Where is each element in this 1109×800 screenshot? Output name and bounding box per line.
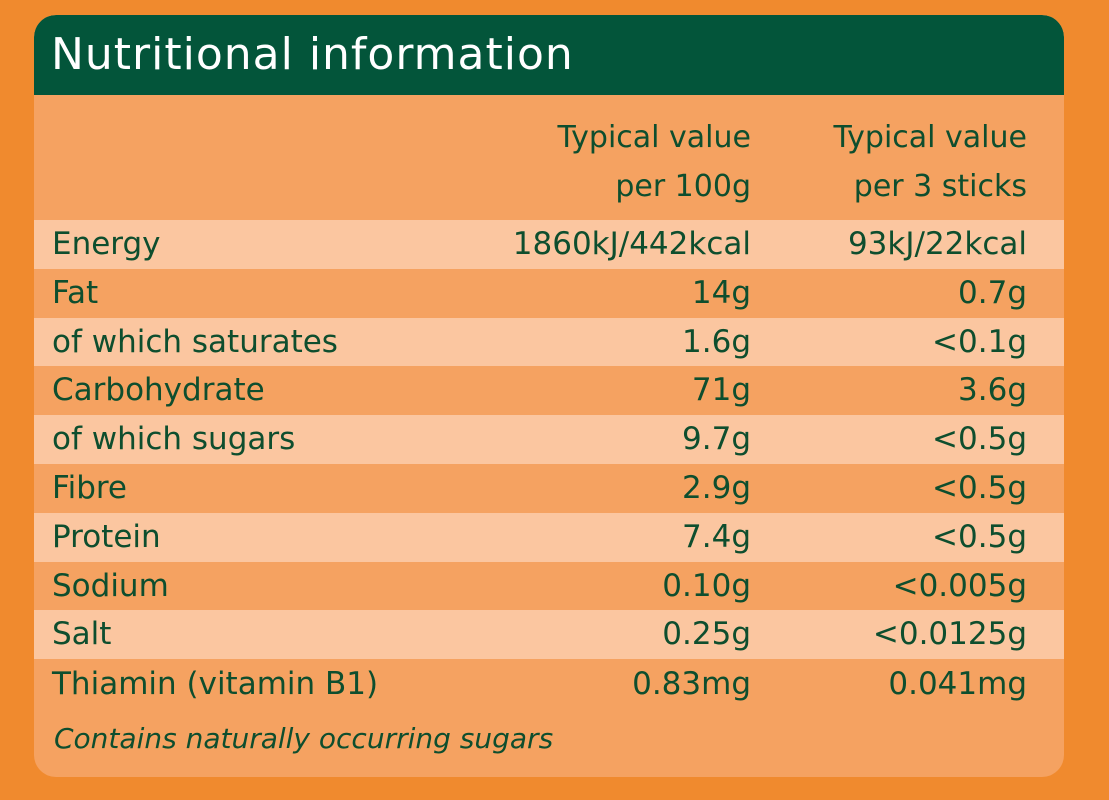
column-header-per-100g: Typical value per 100g	[558, 113, 751, 211]
row-label: Salt	[52, 616, 112, 653]
table-row-fibre: Fibre 2.9g <0.5g	[34, 463, 1064, 513]
row-value-per-serving: 3.6g	[958, 372, 1027, 409]
column-header-per-100g-line1: Typical value	[557, 120, 751, 155]
row-label: Carbohydrate	[52, 372, 265, 409]
row-label: of which saturates	[52, 323, 338, 360]
table-row-protein: Protein 7.4g <0.5g	[34, 512, 1064, 562]
row-value-per-100g: 2.9g	[682, 469, 751, 506]
row-value-per-serving: <0.005g	[892, 567, 1027, 604]
row-value-per-serving: 93kJ/22kcal	[847, 226, 1027, 262]
panel-title: Nutritional information	[51, 29, 574, 80]
row-value-per-serving: <0.0125g	[872, 616, 1027, 653]
row-value-per-serving: 0.7g	[958, 274, 1027, 311]
row-value-per-100g: 71g	[691, 372, 751, 409]
table-row-saturates: of which saturates 1.6g <0.1g	[34, 317, 1064, 367]
row-value-per-serving: <0.5g	[932, 469, 1027, 506]
row-label: Thiamin (vitamin B1)	[52, 666, 379, 703]
column-header-per-serving: Typical value per 3 sticks	[834, 113, 1027, 211]
row-value-per-serving: <0.5g	[932, 518, 1027, 555]
row-value-per-100g: 1.6g	[682, 323, 751, 360]
table-row-energy: Energy 1860kJ/442kcal 93kJ/22kcal	[34, 220, 1064, 269]
row-value-per-100g: 0.10g	[662, 567, 751, 604]
nutrition-table: Energy 1860kJ/442kcal 93kJ/22kcal Fat 14…	[34, 220, 1064, 712]
column-header-per-serving-line2: per 3 sticks	[853, 169, 1027, 204]
table-row-sugars: of which sugars 9.7g <0.5g	[34, 415, 1064, 464]
title-bar: Nutritional information	[34, 15, 1064, 95]
row-value-per-100g: 1860kJ/442kcal	[512, 226, 751, 262]
row-label: Sodium	[52, 567, 169, 604]
column-header-per-serving-line1: Typical value	[833, 120, 1027, 155]
footnote: Contains naturally occurring sugars	[54, 722, 554, 755]
table-row-carbohydrate: Carbohydrate 71g 3.6g	[34, 366, 1064, 416]
row-label: Protein	[52, 518, 161, 555]
table-row-fat: Fat 14g 0.7g	[34, 268, 1064, 318]
row-value-per-serving: <0.1g	[932, 323, 1027, 360]
nutrition-panel: Nutritional information Typical value pe…	[34, 15, 1064, 777]
row-label: Fat	[52, 274, 99, 311]
row-value-per-100g: 7.4g	[682, 518, 751, 555]
table-row-thiamin: Thiamin (vitamin B1) 0.83mg 0.041mg	[34, 659, 1064, 712]
row-value-per-serving: <0.5g	[932, 421, 1027, 458]
row-value-per-100g: 0.25g	[662, 616, 751, 653]
table-row-sodium: Sodium 0.10g <0.005g	[34, 561, 1064, 611]
row-value-per-100g: 14g	[691, 274, 751, 311]
row-label: Energy	[52, 226, 161, 262]
table-row-salt: Salt 0.25g <0.0125g	[34, 610, 1064, 660]
row-value-per-100g: 0.83mg	[632, 666, 751, 703]
row-label: Fibre	[52, 469, 128, 506]
row-value-per-serving: 0.041mg	[888, 666, 1027, 703]
row-value-per-100g: 9.7g	[682, 421, 751, 458]
row-label: of which sugars	[52, 421, 296, 458]
column-header-per-100g-line2: per 100g	[615, 169, 751, 204]
